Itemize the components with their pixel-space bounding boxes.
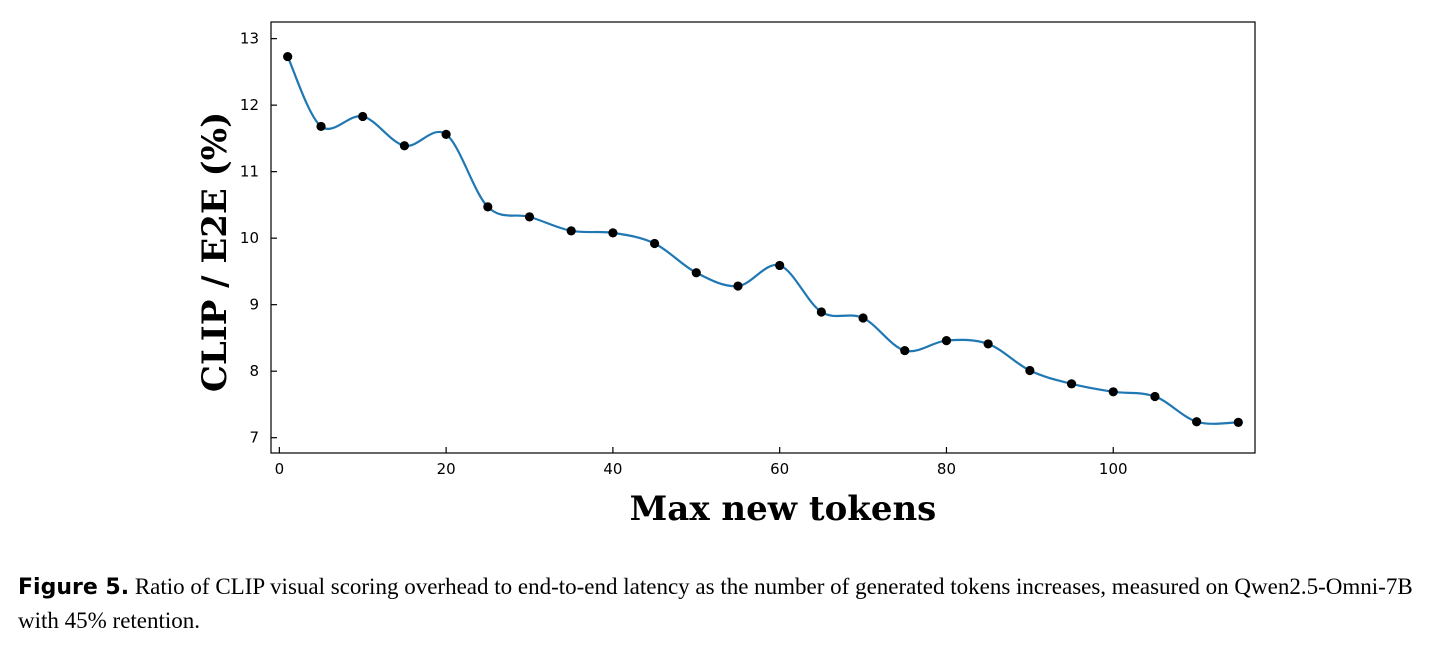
y-tick-label: 8 xyxy=(249,362,259,380)
x-axis-title: Max new tokens xyxy=(630,489,937,529)
data-point xyxy=(316,121,326,132)
series-line xyxy=(286,56,1239,425)
y-tick-label: 13 xyxy=(240,30,259,48)
data-point xyxy=(483,202,493,212)
data-point xyxy=(283,51,293,62)
data-point xyxy=(900,345,910,356)
data-point xyxy=(858,313,868,323)
data-point xyxy=(566,226,576,236)
data-point xyxy=(1066,379,1077,389)
data-point xyxy=(691,268,701,278)
caption-label: Figure 5. xyxy=(18,575,130,600)
y-tick-label: 12 xyxy=(240,96,259,114)
y-axis: 7 8 9 10 11 12 13 xyxy=(240,30,277,447)
data-point xyxy=(358,111,368,122)
data-point xyxy=(775,260,785,271)
data-point xyxy=(524,212,535,222)
data-point xyxy=(1150,391,1160,402)
x-tick-label: 100 xyxy=(1099,460,1128,478)
x-tick-label: 60 xyxy=(770,460,789,478)
y-tick-label: 9 xyxy=(249,296,259,314)
y-tick-label: 7 xyxy=(249,429,259,447)
y-axis-title: CLIP / E2E (%) xyxy=(195,112,235,392)
data-point xyxy=(983,339,993,349)
data-point xyxy=(1192,417,1202,427)
data-point xyxy=(1233,417,1243,428)
y-tick-label: 10 xyxy=(240,229,259,247)
x-tick-label: 40 xyxy=(603,460,622,478)
data-point xyxy=(941,335,952,346)
data-point xyxy=(608,228,618,238)
series-markers xyxy=(283,51,1243,428)
plot-frame xyxy=(270,21,1256,454)
x-axis: 0 20 40 60 80 100 xyxy=(275,447,1128,478)
caption-text: Ratio of CLIP visual scoring overhead to… xyxy=(18,574,1413,633)
figure-caption: Figure 5. Ratio of CLIP visual scoring o… xyxy=(18,570,1418,637)
data-point xyxy=(649,238,660,249)
x-tick-label: 20 xyxy=(437,460,456,478)
data-point xyxy=(1025,365,1035,376)
data-point xyxy=(399,141,410,151)
data-point xyxy=(816,307,826,317)
data-point xyxy=(1108,387,1118,397)
x-tick-label: 0 xyxy=(275,460,285,478)
data-point xyxy=(441,129,451,140)
x-tick-label: 80 xyxy=(937,460,956,478)
data-point xyxy=(733,281,743,291)
y-tick-label: 11 xyxy=(240,163,259,181)
